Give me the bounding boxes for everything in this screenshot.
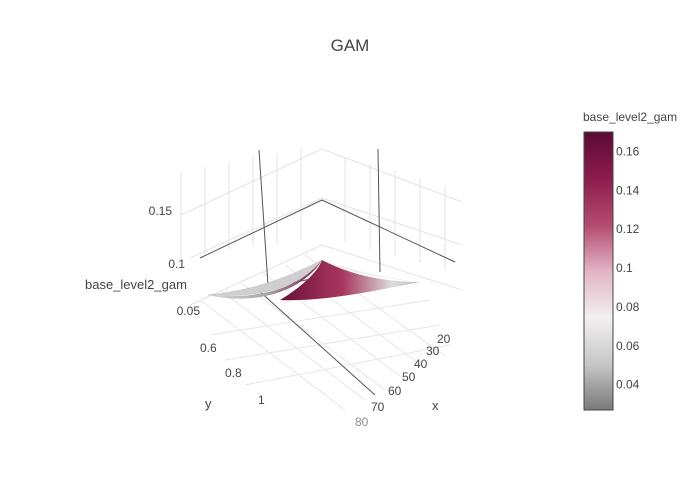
z-tick-label: 0.15 (149, 204, 173, 218)
colorbar-tick-label: 0.1 (616, 261, 633, 275)
colorbar-tick-label: 0.14 (616, 183, 640, 197)
colorbar: base_level2_gam 0.160.140.120.10.080.060… (583, 110, 677, 411)
z-axis-title: base_level2_gam (85, 277, 187, 292)
chart-title: GAM (331, 36, 370, 55)
x-tick-label: 50 (402, 370, 416, 384)
grid-floor (199, 254, 451, 411)
colorbar-tick-label: 0.04 (616, 378, 640, 392)
x-tick-label: 60 (388, 384, 402, 398)
colorbar-title: base_level2_gam (583, 110, 677, 124)
y-tick-label: 0.6 (200, 341, 217, 355)
grid-back (180, 148, 463, 306)
colorbar-tick-label: 0.12 (616, 222, 640, 236)
y-tick-label: 1 (258, 393, 265, 407)
y-axis: 0.6 0.8 1 y (200, 341, 265, 411)
x-tick-label: 20 (437, 332, 451, 346)
axis-frame (199, 148, 456, 396)
z-axis: 0.15 0.1 0.05 base_level2_gam (85, 204, 200, 318)
colorbar-gradient (583, 131, 614, 411)
x-axis-title: x (432, 398, 439, 413)
y-axis-title: y (205, 396, 212, 411)
x-tick-label: 30 (426, 344, 440, 358)
gam-surface[interactable] (207, 259, 420, 301)
colorbar-tick-label: 0.06 (616, 339, 640, 353)
colorbar-ticks: 0.16 0.14 0.12 0.1 0.08 0.06 0.04 (616, 144, 640, 391)
colorbar-tick-label: 0.08 (616, 300, 640, 314)
x-axis: 20 30 40 50 60 70 80 x (355, 332, 451, 429)
x-tick-label: 70 (371, 400, 385, 414)
z-tick-label: 0.05 (177, 304, 201, 318)
colorbar-tick-label: 0.16 (616, 144, 640, 158)
y-tick-label: 0.8 (225, 366, 242, 380)
x-tick-label: 80 (355, 415, 369, 429)
x-tick-label: 40 (414, 357, 428, 371)
z-tick-label: 0.1 (168, 257, 185, 271)
